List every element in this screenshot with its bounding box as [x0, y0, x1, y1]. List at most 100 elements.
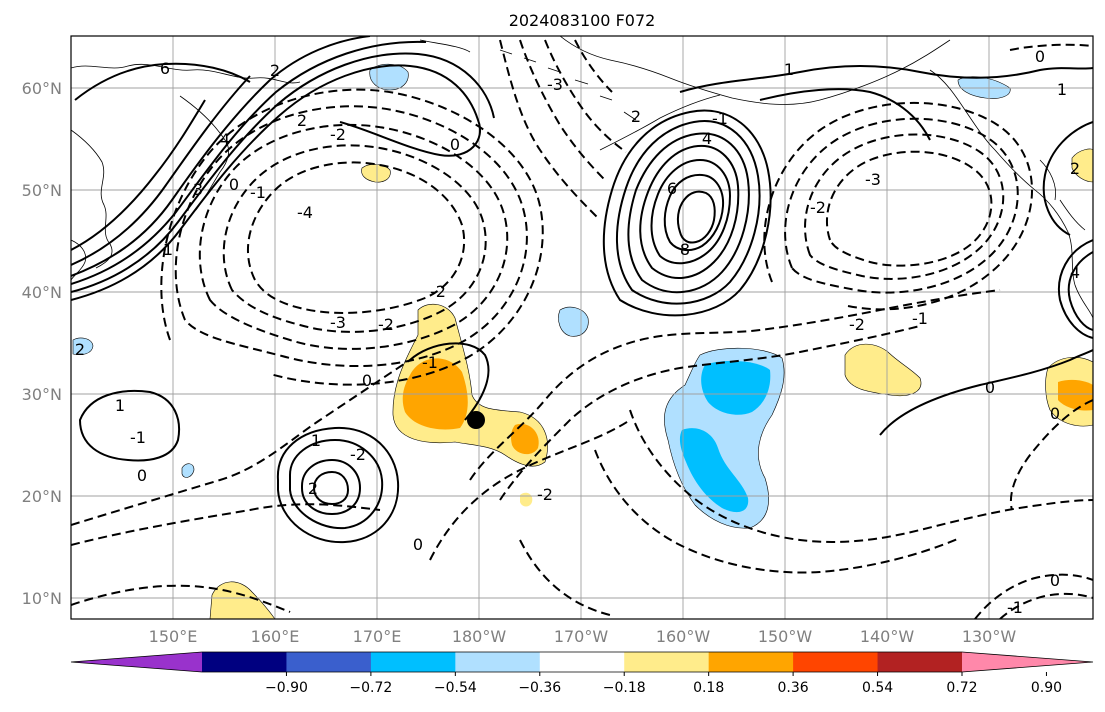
- contour-line: [759, 88, 931, 141]
- colorbar-tick-label: 0.18: [693, 680, 724, 696]
- contour-label: -2: [849, 315, 865, 334]
- colorbar-tick-label: 0.72: [946, 680, 977, 696]
- lat-tick-label: 60°N: [22, 79, 62, 98]
- lon-tick-label: 160°W: [656, 627, 711, 646]
- contour-label: -1: [422, 353, 438, 372]
- colorbar-extend-high: [962, 652, 1093, 672]
- contour-label: 3: [193, 180, 203, 199]
- colorbar-bin: [708, 652, 794, 672]
- contour-line: [519, 39, 606, 181]
- contour-line: [78, 389, 180, 462]
- longitude-labels: 150°E 160°E 170°E 180°W 170°W 160°W 150°…: [149, 627, 1017, 646]
- contour-label: -2: [537, 485, 553, 504]
- contour-line: [999, 592, 1093, 619]
- contour-line: [247, 161, 466, 314]
- coastline-alaska: [559, 36, 951, 105]
- lat-tick-label: 10°N: [22, 589, 62, 608]
- colorbar-bin: [455, 652, 541, 672]
- colorbar-bin: [286, 652, 372, 672]
- contour-label: -3: [865, 170, 881, 189]
- contour-line: [879, 349, 1093, 436]
- contour-line: [198, 123, 509, 350]
- contour-label: 8: [680, 240, 690, 259]
- map-frame: [70, 35, 1094, 620]
- contour-line: [71, 359, 411, 526]
- colorbar-tick-label: −0.90: [265, 680, 308, 696]
- contour-line: [71, 64, 481, 301]
- contour-label: 4: [1070, 263, 1080, 282]
- contour-label: -1: [1007, 598, 1023, 617]
- contour-line: [629, 409, 1093, 543]
- contour-line: [639, 144, 740, 280]
- shade-positive: [511, 423, 539, 455]
- latitude-labels: 60°N 50°N 40°N 30°N 20°N 10°N: [22, 79, 62, 608]
- contour-label: 2: [1070, 159, 1080, 178]
- contour-label: 0: [450, 135, 460, 154]
- colorbar-bin: [624, 652, 710, 672]
- coastline-northamerica: [1039, 159, 1086, 231]
- contour-label: 6: [160, 59, 170, 78]
- lat-tick-label: 40°N: [22, 283, 62, 302]
- contour-line: [825, 150, 993, 267]
- contour-line: [784, 117, 1019, 294]
- contours-negative: [71, 39, 1093, 619]
- colorbar-tick-label: 0.90: [1031, 680, 1062, 696]
- contour-line: [289, 438, 384, 530]
- contour-label: 4: [702, 129, 712, 148]
- contour-label: -2: [378, 315, 394, 334]
- colorbar-outline: [70, 651, 1094, 673]
- contour-label: -2: [350, 445, 366, 464]
- contour-labels: 6 2 4 3 0 1 -2 -1 2 0 -4 -3 -2 -2 -1 0 1…: [75, 47, 1080, 617]
- contour-label: -2: [430, 282, 446, 301]
- contour-line: [544, 39, 627, 153]
- contour-line: [499, 39, 601, 221]
- contour-label: 0: [1050, 404, 1060, 423]
- contour-line: [650, 158, 732, 265]
- contour-line: [574, 39, 613, 93]
- contour-label: 0: [1050, 571, 1060, 590]
- shade-positive: [1071, 148, 1093, 183]
- contour-line: [276, 426, 400, 544]
- contour-line: [627, 132, 750, 294]
- colorbar: −0.90 −0.72 −0.54 −0.36 −0.18 0.18 0.36 0.54 0.7…: [70, 651, 1094, 696]
- contour-line: [1010, 399, 1093, 511]
- contour-label: 0: [137, 466, 147, 485]
- contour-line: [1067, 251, 1093, 331]
- lat-tick-label: 50°N: [22, 181, 62, 200]
- lon-tick-label: 140°W: [860, 627, 915, 646]
- coastline-northamerica: [929, 69, 1093, 319]
- contour-label: 2: [75, 340, 85, 359]
- contour-label: 0: [229, 175, 239, 194]
- contour-label: 0: [362, 371, 372, 390]
- contour-label: 0: [413, 535, 423, 554]
- contour-label: -1: [912, 309, 928, 328]
- contour-line: [312, 470, 350, 506]
- lat-tick-label: 30°N: [22, 385, 62, 404]
- lon-tick-label: 170°E: [353, 627, 402, 646]
- contour-line: [804, 133, 1005, 280]
- coastline-asia: [71, 129, 113, 269]
- lon-tick-label: 130°W: [962, 627, 1017, 646]
- shade-negative: [181, 463, 195, 478]
- contour-line: [974, 573, 1093, 619]
- contour-label: 1: [311, 431, 321, 450]
- coastline-aleutians: [419, 39, 637, 121]
- contour-line: [676, 190, 716, 244]
- contour-line: [1042, 121, 1093, 236]
- contour-label: -1: [712, 109, 728, 128]
- contour-line: [679, 65, 1093, 93]
- contour-label: -3: [547, 75, 563, 94]
- shaded-fields: [72, 63, 1093, 619]
- colorbar-tick-label: 0.36: [778, 680, 809, 696]
- shade-negative: [679, 428, 749, 513]
- contour-label: -3: [330, 313, 346, 332]
- contour-line: [71, 36, 371, 277]
- contour-line: [499, 325, 921, 501]
- lat-tick-label: 20°N: [22, 487, 62, 506]
- shade-negative: [701, 360, 771, 415]
- contour-label: 0: [985, 378, 995, 397]
- contour-line: [602, 109, 772, 317]
- colorbar-tick-label: −0.36: [518, 680, 561, 696]
- contour-label: 1: [163, 240, 173, 259]
